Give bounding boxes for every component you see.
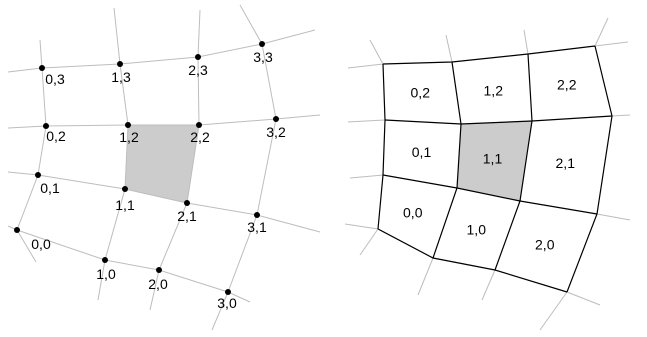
grid-extension-line [369,39,384,65]
vertex-dot [14,227,20,233]
vertex-label: 2,2 [190,129,210,145]
grid-row-line [7,171,321,233]
grid-extension-line [349,174,384,179]
vertex-dot [196,122,202,128]
grid-extension-line [566,291,601,306]
cell-row-edge [382,45,596,65]
grid-extension-line [347,63,384,69]
grid-extension-line [417,257,434,296]
right-cell-grid-panel: 0,0 1,0 2,0 0,1 1,1 2,1 0,2 1,2 2,2 [344,17,631,331]
cell-label: 1,1 [483,151,503,167]
cell-column-edge [377,63,386,230]
grid-extension-line [594,17,609,47]
cell-column-edge [494,53,533,271]
cell-label: 0,2 [411,85,431,101]
vertex-label: 0,3 [45,71,65,87]
grid-column-line [211,4,277,331]
vertex-dot [125,122,131,128]
grid-extension-line [594,41,629,47]
grid-extension-line [596,213,631,221]
vertex-label: 0,2 [46,128,66,144]
cell-label: 1,2 [484,82,504,98]
vertex-label: 0,1 [40,180,60,196]
cell-label: 2,2 [557,76,577,92]
cell-column-edge [432,61,462,259]
vertex-label: 3,0 [217,295,237,311]
vertex-label: 1,1 [115,197,135,213]
grid-extension-line [347,119,386,123]
vertex-dot [195,54,201,60]
vertex-label: 2,3 [188,62,208,78]
grid-extension-line [523,29,529,55]
vertex-dot [122,186,128,192]
grid-row-line [7,29,316,73]
vertex-label: 2,1 [177,208,197,224]
grid-extension-line [539,291,568,331]
vertex-dot [225,289,231,295]
cell-label: 1,0 [467,221,487,237]
cell-label: 2,1 [556,155,576,171]
vertex-label: 3,3 [253,49,273,65]
left-vertex-grid-panel: 0,0 1,0 2,0 3,0 0,1 1,1 2,1 3,1 0,2 1,2 2,2 3,2 0,3 1… [7,4,321,331]
grid-column-line [149,9,201,311]
vertex-dot [273,116,279,122]
highlighted-cell-right [457,121,532,201]
vertex-label: 1,0 [96,266,116,282]
vertex-label: 3,2 [266,124,286,140]
grid-extension-line [445,34,453,63]
vertex-dot [117,61,123,67]
vertex-dot [102,257,108,263]
vertex-dot [254,212,260,218]
vertex-dot [43,123,49,129]
vertex-label: 3,1 [247,219,267,235]
grid-column-line [97,7,129,301]
cell-row-edge [382,174,598,215]
vertex-dot [184,200,190,206]
cell-label: 0,0 [403,205,423,221]
vertex-label: 1,2 [119,129,139,145]
grid-extension-line [481,269,496,301]
grid-extension-line [611,114,631,117]
vertex-dot [259,41,265,47]
cell-label: 2,0 [535,236,555,252]
vertex-dot [156,267,162,273]
highlighted-cell-left [125,125,199,203]
vertex-label: 0,0 [31,236,51,252]
vertex-label: 1,3 [111,69,131,85]
grid-extension-line [359,228,379,256]
grid-column-line [16,39,47,263]
grid-extension-line [344,223,379,230]
cell-row-edge [384,115,613,125]
cell-label: 0,1 [412,144,432,160]
cell-row-edge [377,228,568,293]
cell-column-edge [566,45,613,293]
vertex-label: 2,0 [148,276,168,292]
vertex-dot [39,65,45,71]
vertex-dot [35,172,41,178]
grid-row-line [7,114,321,129]
